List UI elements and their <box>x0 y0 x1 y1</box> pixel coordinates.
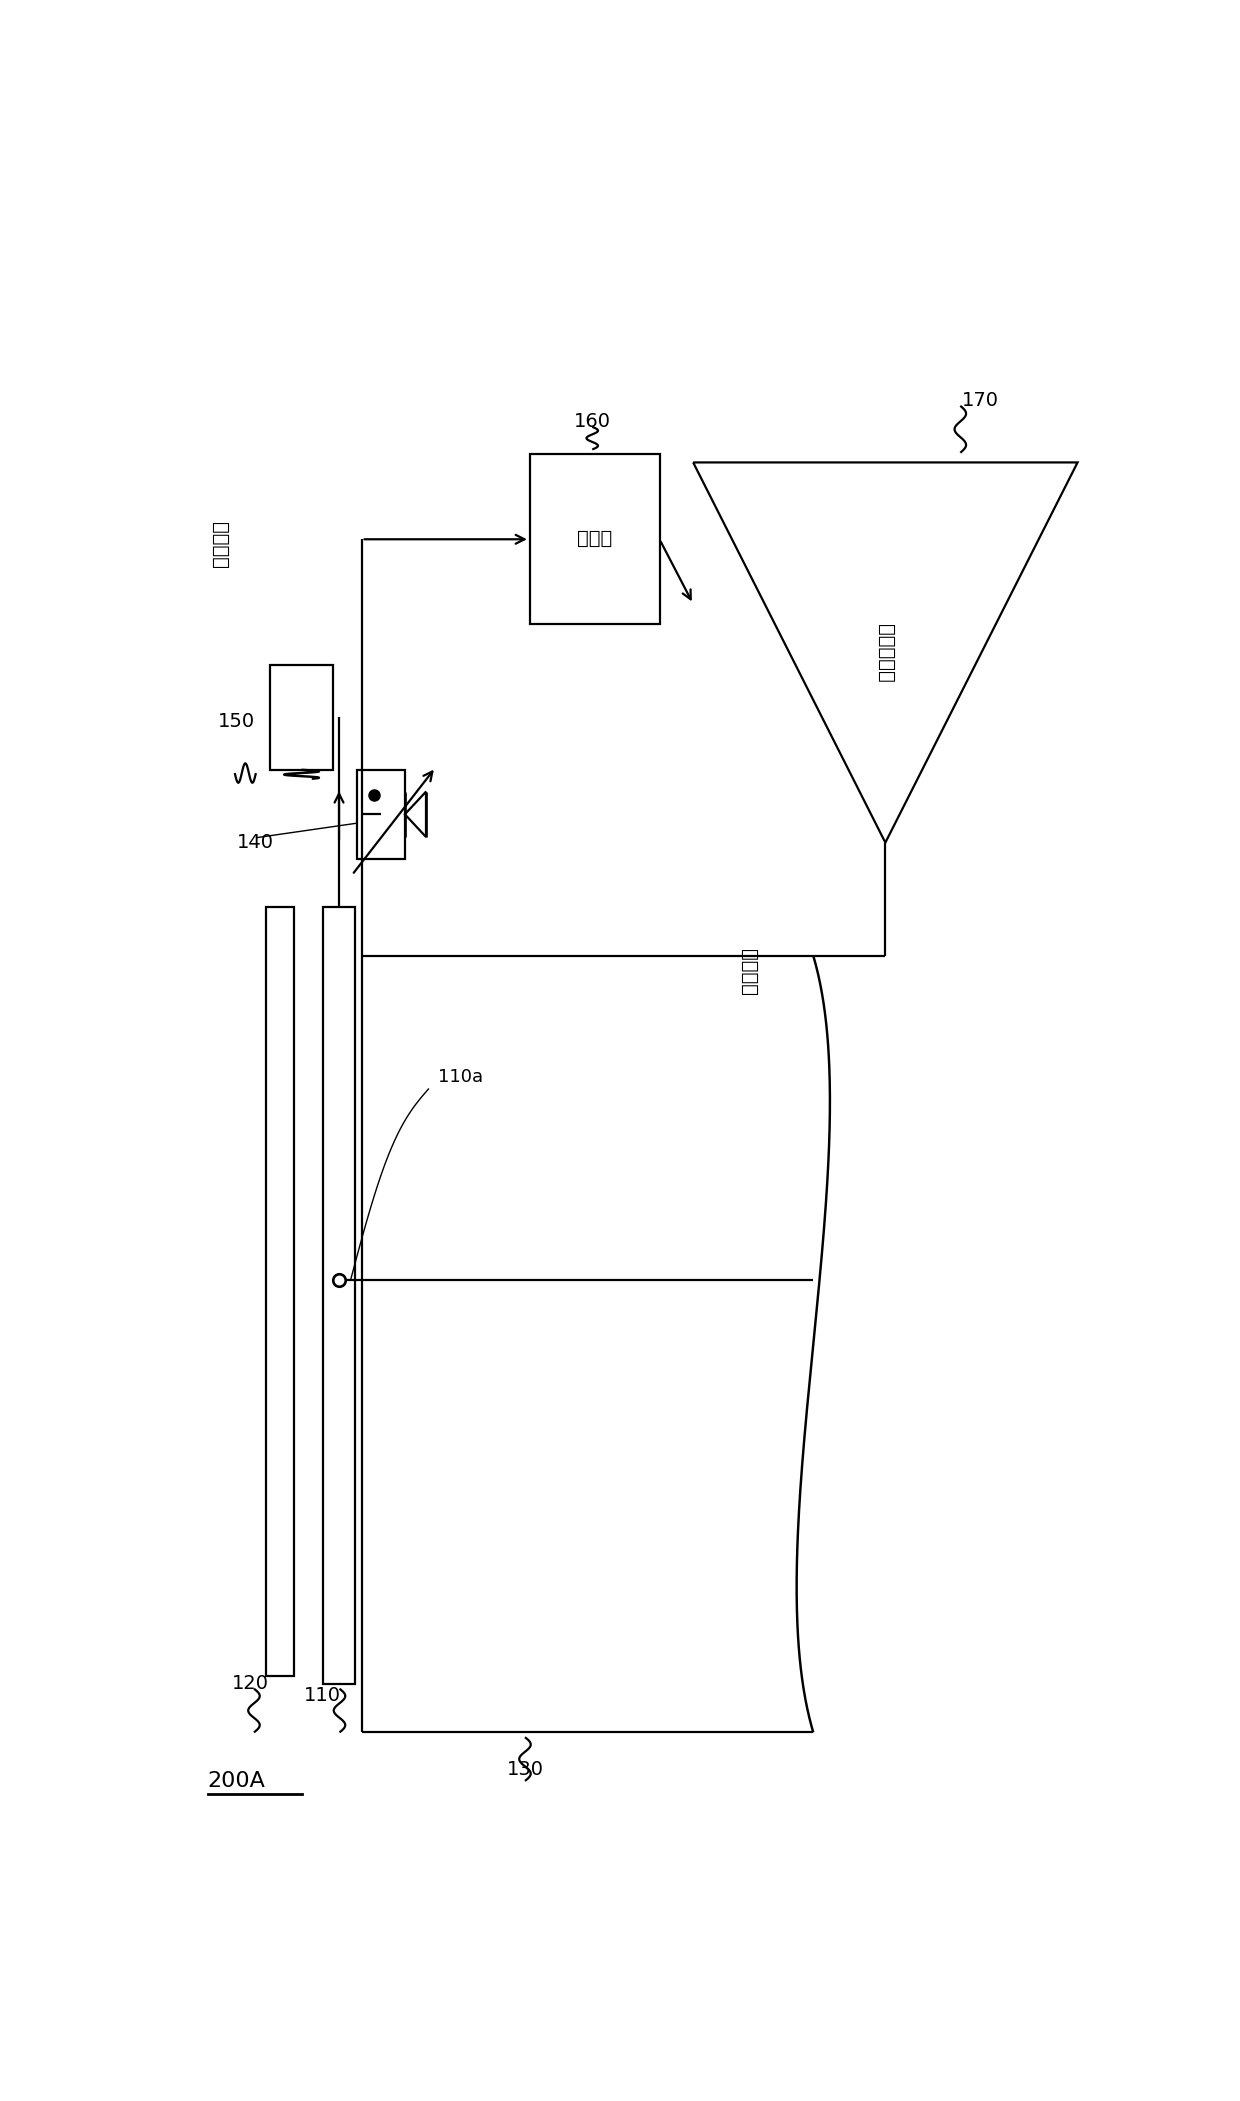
Bar <box>270 664 332 769</box>
Text: 120: 120 <box>232 1674 269 1693</box>
Text: 感测信号: 感测信号 <box>211 519 229 567</box>
Text: 150: 150 <box>217 712 254 731</box>
Text: 天线信号: 天线信号 <box>739 948 759 996</box>
Text: 130: 130 <box>506 1761 543 1780</box>
Text: 140: 140 <box>237 834 274 853</box>
Bar <box>324 908 355 1683</box>
Bar <box>357 769 404 859</box>
Text: 200A: 200A <box>208 1771 265 1790</box>
Text: 110: 110 <box>304 1685 341 1704</box>
Text: 功率放大器: 功率放大器 <box>875 624 895 683</box>
Text: 170: 170 <box>962 391 999 410</box>
Text: 控制器: 控制器 <box>577 529 611 548</box>
Bar <box>265 908 294 1677</box>
Text: 160: 160 <box>574 412 611 431</box>
Text: 110a: 110a <box>439 1067 484 1086</box>
Bar <box>529 454 660 624</box>
